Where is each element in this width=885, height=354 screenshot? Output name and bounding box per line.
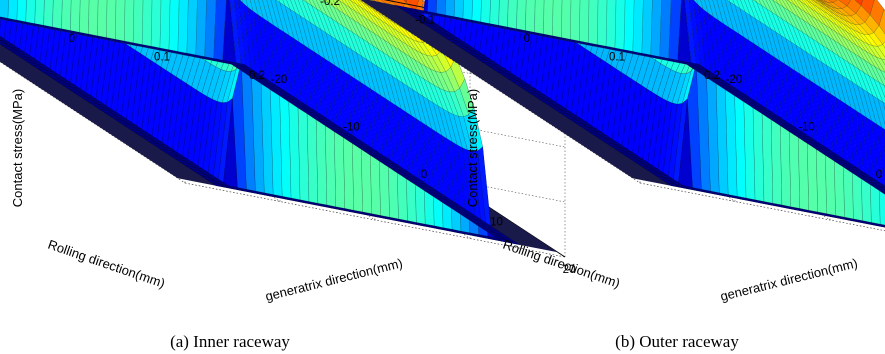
y-tick-label: -10: [343, 122, 360, 134]
z-axis-label: Contact stress(MPa): [465, 89, 480, 207]
x-tick-label: 0: [524, 33, 530, 45]
stress-surface: [360, 0, 885, 228]
panel-caption: (a) Inner raceway: [170, 332, 290, 351]
y-tick-label: -10: [798, 122, 815, 134]
x-tick-label: 0: [69, 33, 75, 45]
y-tick-label: -20: [271, 74, 288, 86]
surface-plot-inner-raceway: 25002000150010005000-0.2-0.100.10.2-20-1…: [0, 0, 575, 351]
x-tick-label: 0.2: [704, 70, 720, 82]
y-tick-label: -20: [726, 74, 743, 86]
x-axis-label: Rolling direction(mm): [46, 237, 167, 291]
x-tick-label: -0.1: [415, 15, 435, 27]
z-axis-label: Contact stress(MPa): [10, 89, 25, 207]
y-tick-label: 0: [421, 169, 427, 181]
x-tick-label: -0.2: [320, 0, 340, 8]
stress-surface: [0, 0, 558, 253]
x-tick-label: 0.2: [249, 70, 265, 82]
y-axis-label: generatrix direction(mm): [719, 255, 859, 304]
x-tick-label: 0.1: [609, 52, 625, 64]
y-tick-label: 0: [876, 169, 882, 181]
y-axis-label: generatrix direction(mm): [264, 255, 404, 304]
tick-labels: 25002000150010005000-0.2-0.100.10.2-20-1…: [69, 33, 576, 276]
tick-labels: 25002000150010005000-0.2-0.100.10.2-20-1…: [320, 0, 882, 181]
x-axis-label: Rolling direction(mm): [501, 237, 622, 291]
y-tick-label: 20: [563, 264, 576, 276]
x-tick-label: 0.1: [154, 52, 170, 64]
y-tick-label: 10: [490, 217, 503, 229]
panel-caption: (b) Outer raceway: [615, 332, 739, 351]
